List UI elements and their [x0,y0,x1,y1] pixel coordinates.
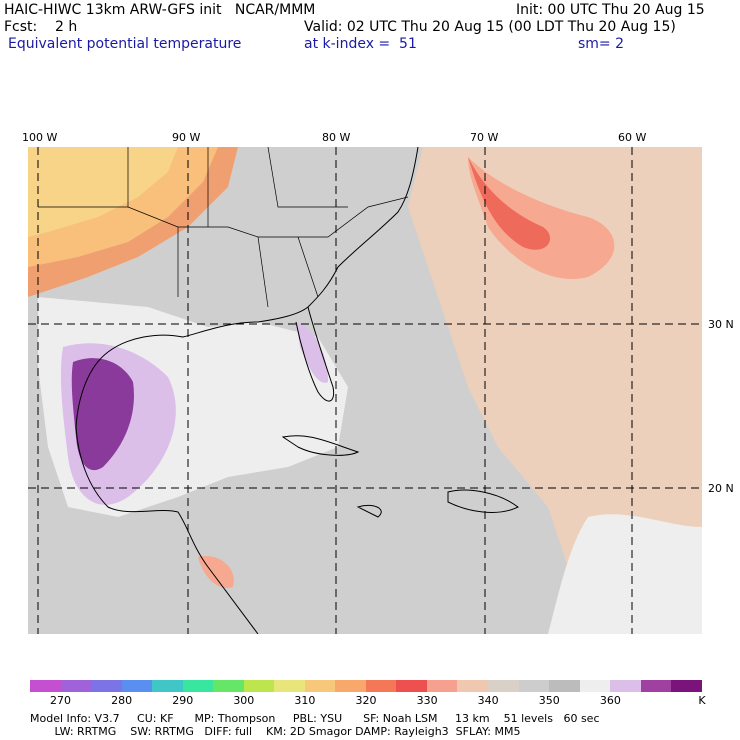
lat-label-30n: 30 N [708,318,734,331]
smoothing-label: sm= 2 [578,36,625,52]
colorbar-swatch [121,680,153,692]
colorbar-swatch [182,680,214,692]
colorbar-label: K [698,694,706,707]
colorbar-swatch [549,680,580,692]
graticule [28,147,702,634]
lat-label-20n: 20 N [708,482,734,495]
colorbar-label: 350 [538,694,560,707]
atlantic-salmon-patch [468,157,615,279]
colorbar-swatch [60,680,92,692]
colorbar-swatch [426,680,458,692]
model-info-line1: Model Info: V3.7 CU: KF MP: Thompson PBL… [30,712,600,725]
colorbar-swatch [335,680,366,692]
colorbar-swatch [518,680,550,692]
lon-label-80w: 80 W [322,131,351,144]
caribbean-light-region [548,514,702,634]
colorbar-swatch [243,680,275,692]
level-label: at k-index = 51 [304,36,417,52]
init-time: Init: 00 UTC Thu 20 Aug 15 [516,2,705,18]
coastlines [75,147,519,634]
florida-lavender-patch [296,322,328,383]
colorbar-swatch [213,680,244,692]
gulf-purple-core [71,358,134,471]
lon-label-70w: 70 W [470,131,499,144]
theta-e-map [28,147,702,634]
field-name: Equivalent potential temperature [8,36,242,52]
colorbar-swatch [487,680,519,692]
colorbar-label: 330 [416,694,438,707]
colorbar-swatch [91,680,122,692]
colorbar-swatch [610,680,641,692]
valid-time: Valid: 02 UTC Thu 20 Aug 15 (00 LDT Thu … [304,19,676,35]
colorbar-swatch [640,680,672,692]
colorbar-swatch [365,680,397,692]
colorbar-swatch [457,680,488,692]
colorbar [30,680,702,692]
atlantic-warm-region [408,147,702,634]
lon-label-100w: 100 W [22,131,58,144]
colorbar-swatch [396,680,427,692]
colorbar-swatch [30,680,61,692]
colorbar-swatch [579,680,611,692]
continental-yellow-region [28,147,178,237]
state-borders [38,147,409,308]
colorbar-swatch [274,680,305,692]
colorbar-label: 290 [172,694,194,707]
lon-label-60w: 60 W [618,131,647,144]
central-america-warm-patch [198,556,234,588]
forecast-hour: Fcst: 2 h [4,19,78,35]
colorbar-swatch [304,680,336,692]
lon-label-90w: 90 W [172,131,201,144]
colorbar-label: 360 [599,694,621,707]
atlantic-red-streak [468,157,551,250]
colorbar-label: 270 [50,694,72,707]
colorbar-label: 320 [355,694,377,707]
colorbar-label: 310 [294,694,316,707]
colorbar-label: 340 [477,694,499,707]
colorbar-label: 300 [233,694,255,707]
model-title: HAIC-HIWC 13km ARW-GFS init NCAR/MMM [4,2,316,18]
model-info-line2: LW: RRTMG SW: RRTMG DIFF: full KM: 2D Sm… [30,725,521,738]
colorbar-label: 280 [111,694,133,707]
colorbar-swatch [671,680,702,692]
colorbar-swatch [152,680,183,692]
